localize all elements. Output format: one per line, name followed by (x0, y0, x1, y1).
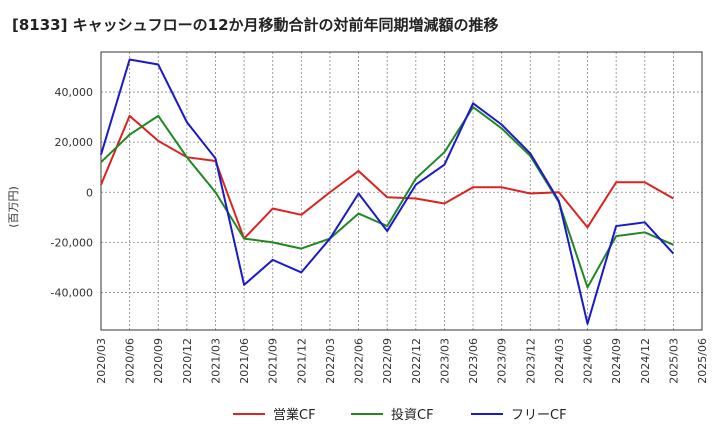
y-tick-label: 0 (86, 186, 93, 199)
x-tick-label: 2025/06 (696, 338, 709, 384)
x-tick-label: 2022/09 (381, 338, 394, 384)
x-tick-label: 2022/06 (353, 338, 366, 384)
x-tick-label: 2022/12 (410, 338, 423, 384)
x-tick-label: 2022/03 (324, 338, 337, 384)
grid-layer (100, 52, 703, 330)
x-tick-label: 2021/06 (238, 338, 251, 384)
x-tick-label: 2021/03 (209, 338, 222, 384)
x-tick-label: 2021/09 (267, 338, 280, 384)
x-tick-label: 2020/03 (95, 338, 108, 384)
series-line-2 (100, 106, 674, 289)
series-line-3 (100, 58, 675, 325)
x-tick-label: 2024/12 (639, 338, 652, 384)
axis-layer (100, 51, 703, 331)
x-tick-label: 2023/06 (467, 338, 480, 384)
legend-label-3: フリーCF (511, 408, 567, 423)
x-tick-label: 2024/09 (610, 338, 623, 384)
legend-label-2: 投資CF (391, 407, 434, 423)
x-tick-label: 2020/09 (152, 338, 165, 384)
x-tick-label: 2020/12 (181, 338, 194, 384)
x-tick-label: 2024/06 (582, 338, 595, 384)
x-tick-label: 2025/03 (667, 338, 680, 384)
x-tick-label: 2023/12 (524, 338, 537, 384)
series-layer (100, 58, 675, 325)
series-line-1 (100, 114, 674, 240)
x-tick-label: 2023/09 (496, 338, 509, 384)
x-tick-label: 2020/06 (124, 338, 137, 384)
x-tick-labels: 2020/03 2020/06 2020/09 2020/12 2021/03 2021/… (95, 338, 709, 384)
y-tick-label: 20,000 (55, 136, 94, 149)
y-tick-label: -40,000 (51, 286, 93, 299)
legend: 営業CF 投資CF フリーCF (233, 407, 567, 423)
y-axis-label: (百万円) (7, 186, 20, 228)
plot-area-border (100, 51, 703, 331)
legend-label-1: 営業CF (273, 407, 316, 423)
y-tick-label: 40,000 (55, 86, 94, 99)
y-tick-labels: -40,000 -20,000 0 20,000 40,000 (51, 86, 93, 299)
x-tick-label: 2023/03 (438, 338, 451, 384)
x-tick-label: 2024/03 (553, 338, 566, 384)
chart-title: [8133] キャッシュフローの12か月移動合計の対前年同期増減額の推移 (12, 16, 499, 34)
y-tick-label: -20,000 (51, 236, 93, 249)
x-tick-label: 2021/12 (295, 338, 308, 384)
